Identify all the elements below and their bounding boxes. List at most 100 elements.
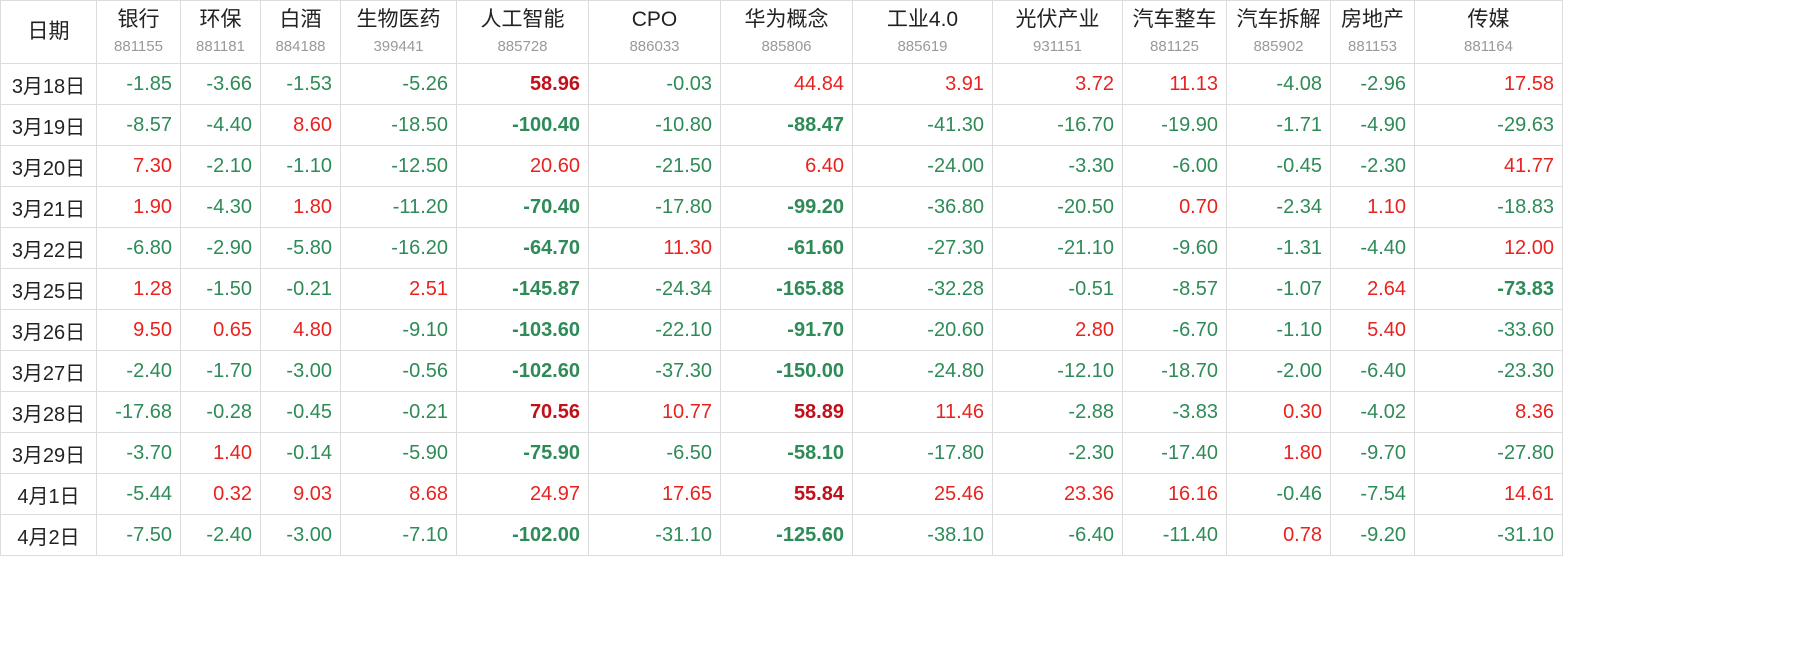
value-cell: -12.50	[340, 145, 457, 187]
table-row[interactable]: 3月20日 7.30 -2.10 -1.10 -12.50 20.60 -21.50 6.40…	[0, 145, 1563, 187]
value-cell: -6.80	[96, 227, 181, 269]
value-cell: 5.40	[1330, 309, 1415, 351]
column-header-931151[interactable]: 光伏产业 931151	[992, 0, 1123, 64]
date-cell: 3月25日	[0, 268, 97, 310]
value-cell: -61.60	[720, 227, 853, 269]
value-cell: -6.50	[588, 432, 721, 474]
column-header-886033[interactable]: CPO 886033	[588, 0, 721, 64]
value-cell: -6.40	[992, 514, 1123, 556]
value-cell: -2.40	[96, 350, 181, 392]
value-cell: -21.10	[992, 227, 1123, 269]
value-cell: -38.10	[852, 514, 993, 556]
column-header-881181[interactable]: 环保 881181	[180, 0, 261, 64]
table-row[interactable]: 3月21日 1.90 -4.30 1.80 -11.20 -70.40 -17.80 -99.…	[0, 186, 1563, 228]
value-cell: 44.84	[720, 63, 853, 105]
date-cell: 3月19日	[0, 104, 97, 146]
table-row[interactable]: 3月27日 -2.40 -1.70 -3.00 -0.56 -102.60 -37.30 -1…	[0, 350, 1563, 392]
value-cell: -3.00	[260, 350, 341, 392]
value-cell: 11.30	[588, 227, 721, 269]
column-header-881155[interactable]: 银行 881155	[96, 0, 181, 64]
value-cell: 12.00	[1414, 227, 1563, 269]
value-cell: -19.90	[1122, 104, 1227, 146]
value-cell: -165.88	[720, 268, 853, 310]
value-cell: -16.70	[992, 104, 1123, 146]
table-row[interactable]: 3月19日 -8.57 -4.40 8.60 -18.50 -100.40 -10.80 -8…	[0, 104, 1563, 146]
value-cell: -5.26	[340, 63, 457, 105]
column-name: CPO	[631, 8, 678, 31]
column-name: 人工智能	[480, 8, 565, 31]
value-cell: 16.16	[1122, 473, 1227, 515]
value-cell: -64.70	[456, 227, 589, 269]
value-cell: 7.30	[96, 145, 181, 187]
value-cell: 1.28	[96, 268, 181, 310]
value-cell: -0.45	[1226, 145, 1331, 187]
column-code: 885902	[1253, 38, 1304, 55]
column-header-881125[interactable]: 汽车整车 881125	[1122, 0, 1227, 64]
value-cell: 9.50	[96, 309, 181, 351]
sector-flow-table: 日期 银行 881155 环保 881181 白酒 884188 生物医药 399441 人工智…	[0, 0, 1563, 556]
column-header-881153[interactable]: 房地产 881153	[1330, 0, 1415, 64]
value-cell: 58.89	[720, 391, 853, 433]
value-cell: 1.90	[96, 186, 181, 228]
date-cell: 3月28日	[0, 391, 97, 433]
value-cell: -4.30	[180, 186, 261, 228]
value-cell: -2.00	[1226, 350, 1331, 392]
column-name: 生物医药	[356, 8, 441, 31]
value-cell: -91.70	[720, 309, 853, 351]
value-cell: 1.80	[1226, 432, 1331, 474]
value-cell: -88.47	[720, 104, 853, 146]
value-cell: -20.60	[852, 309, 993, 351]
value-cell: 11.46	[852, 391, 993, 433]
table-row[interactable]: 3月25日 1.28 -1.50 -0.21 2.51 -145.87 -24.34 -165…	[0, 268, 1563, 310]
column-code: 931151	[1033, 38, 1082, 55]
column-header-884188[interactable]: 白酒 884188	[260, 0, 341, 64]
column-name: 传媒	[1467, 8, 1510, 31]
value-cell: 6.40	[720, 145, 853, 187]
value-cell: -58.10	[720, 432, 853, 474]
column-header-885619[interactable]: 工业4.0 885619	[852, 0, 993, 64]
value-cell: 23.36	[992, 473, 1123, 515]
value-cell: -0.45	[260, 391, 341, 433]
column-header-885806[interactable]: 华为概念 885806	[720, 0, 853, 64]
value-cell: -2.34	[1226, 186, 1331, 228]
value-cell: 17.58	[1414, 63, 1563, 105]
value-cell: -5.44	[96, 473, 181, 515]
column-code: 881155	[114, 38, 163, 55]
column-header-885728[interactable]: 人工智能 885728	[456, 0, 589, 64]
value-cell: 2.80	[992, 309, 1123, 351]
column-code: 884188	[275, 38, 326, 55]
table-row[interactable]: 3月29日 -3.70 1.40 -0.14 -5.90 -75.90 -6.50 -58.1…	[0, 432, 1563, 474]
value-cell: -1.85	[96, 63, 181, 105]
column-name: 华为概念	[744, 8, 829, 31]
column-name: 环保	[199, 8, 242, 31]
table-row[interactable]: 3月28日 -17.68 -0.28 -0.45 -0.21 70.56 10.77 58.8…	[0, 391, 1563, 433]
table-row[interactable]: 3月22日 -6.80 -2.90 -5.80 -16.20 -64.70 11.30 -61…	[0, 227, 1563, 269]
value-cell: -11.20	[340, 186, 457, 228]
table-row[interactable]: 3月18日 -1.85 -3.66 -1.53 -5.26 58.96 -0.03 44.84…	[0, 63, 1563, 105]
value-cell: -4.40	[180, 104, 261, 146]
column-header-399441[interactable]: 生物医药 399441	[340, 0, 457, 64]
date-column-header[interactable]: 日期	[0, 0, 97, 64]
value-cell: -8.57	[1122, 268, 1227, 310]
date-cell: 3月27日	[0, 350, 97, 392]
column-name: 汽车整车	[1132, 8, 1217, 31]
value-cell: -1.31	[1226, 227, 1331, 269]
value-cell: 9.03	[260, 473, 341, 515]
value-cell: -3.30	[992, 145, 1123, 187]
value-cell: -4.08	[1226, 63, 1331, 105]
column-header-885902[interactable]: 汽车拆解 885902	[1226, 0, 1331, 64]
table-row[interactable]: 4月2日 -7.50 -2.40 -3.00 -7.10 -102.00 -31.10 -12…	[0, 514, 1563, 556]
table-row[interactable]: 3月26日 9.50 0.65 4.80 -9.10 -103.60 -22.10 -91.7…	[0, 309, 1563, 351]
value-cell: 1.40	[180, 432, 261, 474]
value-cell: -31.10	[1414, 514, 1563, 556]
table-row[interactable]: 4月1日 -5.44 0.32 9.03 8.68 24.97 17.65 55.84 25.4…	[0, 473, 1563, 515]
value-cell: -8.57	[96, 104, 181, 146]
value-cell: -10.80	[588, 104, 721, 146]
column-code: 885728	[497, 38, 548, 55]
value-cell: -17.80	[852, 432, 993, 474]
value-cell: 4.80	[260, 309, 341, 351]
date-cell: 3月20日	[0, 145, 97, 187]
value-cell: -12.10	[992, 350, 1123, 392]
column-header-881164[interactable]: 传媒 881164	[1414, 0, 1563, 64]
value-cell: -6.70	[1122, 309, 1227, 351]
